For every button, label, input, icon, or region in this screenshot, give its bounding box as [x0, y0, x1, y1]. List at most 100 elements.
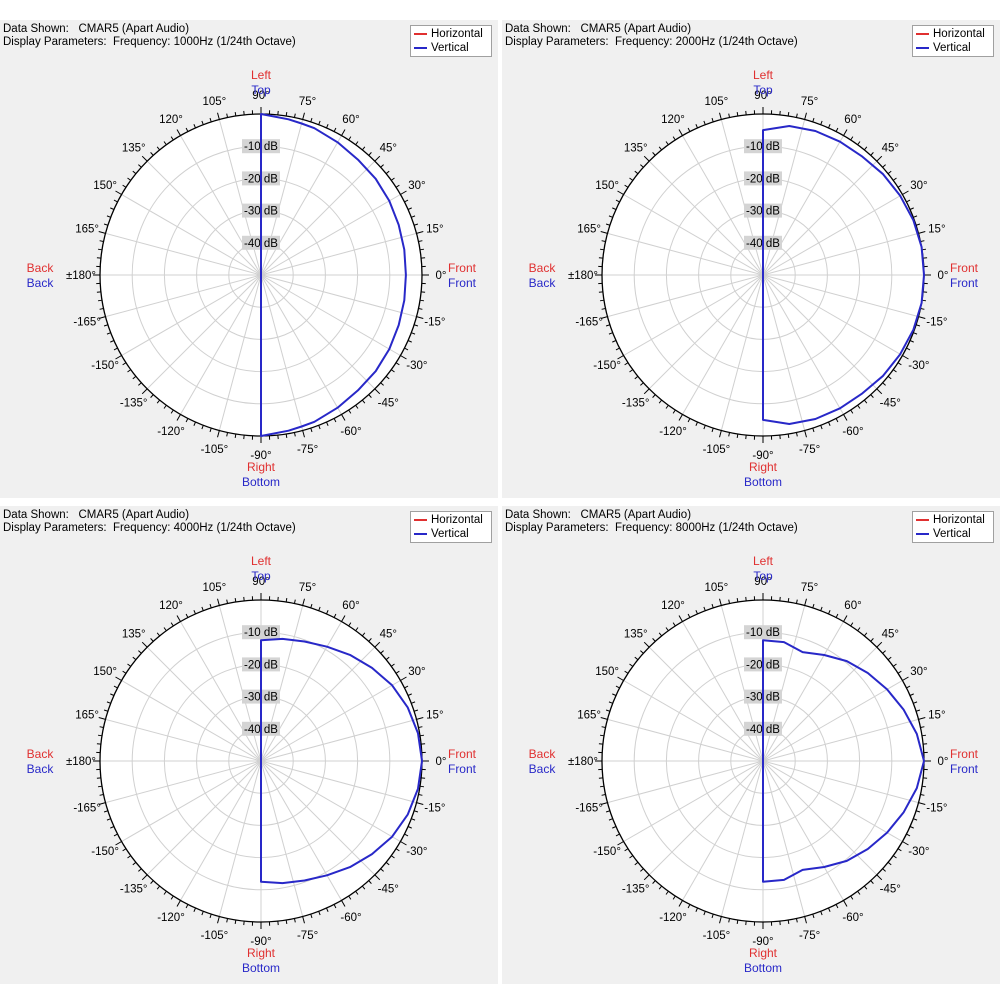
grid-spoke — [623, 274, 764, 356]
grid-spoke — [762, 135, 844, 276]
major-tick — [341, 414, 346, 421]
angle-label: 135° — [122, 629, 146, 641]
grid-spoke — [218, 274, 262, 431]
minor-tick — [285, 433, 288, 439]
major-tick — [416, 717, 424, 720]
minor-tick — [863, 399, 868, 404]
legend-item-vertical: Vertical — [411, 527, 491, 541]
minor-tick — [820, 606, 823, 611]
minor-tick — [122, 362, 127, 366]
minor-tick — [665, 890, 669, 895]
legend: Horizontal Vertical — [912, 511, 994, 543]
minor-tick — [380, 164, 384, 168]
major-tick — [804, 112, 807, 120]
minor-tick — [361, 399, 366, 404]
minor-tick — [326, 421, 329, 426]
minor-tick — [795, 113, 798, 118]
minor-tick — [615, 347, 620, 351]
minor-tick — [897, 184, 902, 188]
minor-tick — [318, 425, 321, 430]
minor-tick — [920, 307, 925, 310]
minor-tick — [185, 127, 189, 132]
minor-tick — [361, 632, 366, 637]
minor-tick — [913, 215, 918, 218]
minor-tick — [703, 911, 706, 916]
minor-tick — [615, 833, 620, 837]
grid-spoke — [260, 274, 342, 415]
minor-tick — [333, 904, 337, 909]
angle-label: 135° — [624, 143, 648, 155]
minor-tick — [163, 890, 167, 895]
grid-spoke — [623, 680, 764, 762]
minor-tick — [652, 152, 656, 156]
minor-tick — [156, 632, 161, 637]
grid-spoke — [762, 760, 878, 876]
minor-tick — [612, 693, 617, 696]
display-params-label: Display Parameters: — [505, 36, 609, 48]
minor-tick — [150, 880, 154, 884]
minor-tick — [921, 734, 927, 737]
grid-spoke — [260, 718, 417, 762]
angle-label: -90° — [250, 450, 271, 462]
minor-tick — [385, 170, 390, 175]
grid-spoke — [762, 274, 844, 415]
minor-tick — [411, 818, 416, 821]
angle-label: 90° — [754, 576, 771, 588]
data-shown-label: Data Shown: — [3, 509, 69, 521]
major-tick — [341, 129, 346, 136]
major-tick — [876, 874, 883, 881]
major-tick — [617, 841, 624, 846]
minor-tick — [201, 606, 204, 611]
minor-tick — [310, 603, 313, 609]
minor-tick — [122, 848, 127, 852]
minor-tick — [127, 369, 132, 373]
minor-tick — [906, 833, 911, 837]
angle-label: -135° — [622, 883, 650, 895]
major-tick — [400, 676, 407, 681]
minor-tick — [150, 638, 154, 642]
major-tick — [302, 916, 305, 924]
minor-tick — [413, 709, 419, 712]
major-tick — [643, 155, 650, 162]
data-shown-label: Data Shown: — [505, 23, 571, 35]
legend-item-vertical: Vertical — [411, 41, 491, 55]
minor-tick — [395, 362, 400, 366]
minor-tick — [310, 427, 313, 433]
angle-label: -60° — [842, 426, 863, 438]
angle-label: 75° — [801, 96, 818, 108]
display-params-value: Frequency: 8000Hz (1/24th Octave) — [614, 522, 798, 534]
angle-label: 30° — [408, 666, 425, 678]
major-tick — [719, 430, 722, 438]
major-tick — [804, 430, 807, 438]
legend-item-horizontal: Horizontal — [913, 27, 993, 41]
minor-tick — [407, 693, 412, 696]
minor-tick — [201, 425, 204, 430]
minor-tick — [787, 919, 790, 925]
minor-tick — [835, 613, 839, 618]
panel-header: Data Shown: CMAR5 (Apart Audio) Display … — [505, 509, 798, 535]
minor-tick — [882, 868, 886, 872]
minor-tick — [906, 199, 911, 203]
minor-tick — [850, 895, 854, 900]
angle-label: -30° — [406, 360, 427, 372]
minor-tick — [920, 726, 925, 729]
grid-spoke — [260, 760, 417, 804]
legend: Horizontal Vertical — [410, 511, 492, 543]
grid-spoke — [762, 274, 903, 356]
ring-label-group: -10 dB — [744, 625, 782, 640]
angle-label: -30° — [908, 846, 929, 858]
major-tick — [176, 414, 181, 421]
minor-tick — [170, 409, 174, 414]
grid-spoke — [762, 160, 878, 276]
angle-label: 45° — [380, 629, 397, 641]
major-tick — [374, 388, 381, 395]
data-shown-label: Data Shown: — [505, 509, 571, 521]
grid-spoke — [762, 621, 844, 762]
angle-label: 75° — [801, 582, 818, 594]
series-line-vertical — [762, 639, 925, 883]
minor-tick — [209, 603, 212, 609]
minor-tick — [404, 347, 409, 351]
minor-tick — [113, 199, 118, 203]
orientation-label-back-v: Back — [27, 276, 55, 290]
grid-spoke — [260, 760, 376, 876]
